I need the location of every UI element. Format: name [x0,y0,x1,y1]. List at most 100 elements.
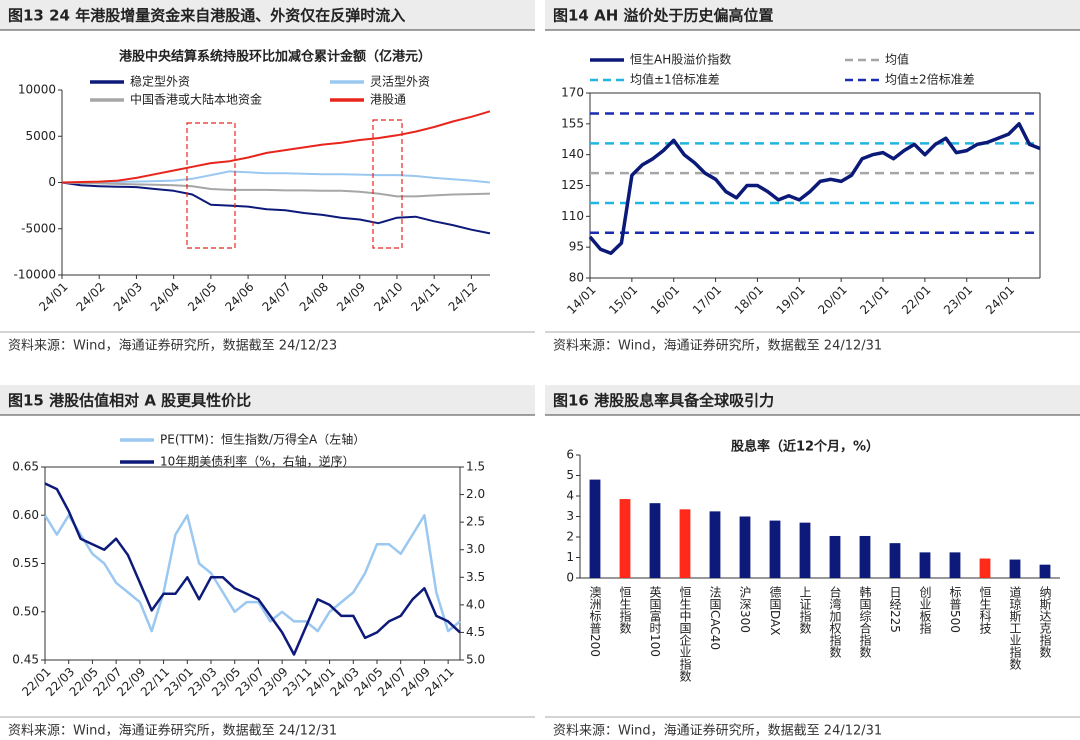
panel: 图13 24 年港股增量资金来自港股通、外资仅在反弹时流入资料来源：Wind，海… [0,0,535,354]
x-tick-label: 17/01 [690,283,724,317]
x-tick-label: 21/01 [857,283,891,317]
legend-label: 灵活型外资 [370,75,430,89]
y2-tick-label: 5.0 [466,653,485,667]
panel-title: 图15 港股估值相对 A 股更具性价比 [8,392,251,410]
series-line [61,181,491,235]
y-tick-label: 3 [566,509,574,523]
x-tick-label: 23/01 [941,283,975,317]
x-tick-label: 24/05 [185,280,219,314]
y-tick-label: 0 [48,175,56,189]
x-tick-label: 16/01 [648,283,682,317]
x-tick-label: 德国DAX [768,585,782,636]
legend-label: 中国香港或大陆本地资金 [130,92,262,107]
y-tick-label: 95 [569,240,584,254]
y-tick-label: 5000 [25,129,56,143]
bar [1039,564,1051,578]
chart-title: 股息率（近12个月，%） [731,439,879,455]
x-tick-label: 澳洲标普200 [588,586,602,657]
x-tick-label: 18/01 [732,283,766,317]
series-line [61,181,491,198]
bar [799,522,811,578]
y-tick-label: 1 [566,550,574,564]
bar [709,511,721,578]
y2-tick-label: 4.0 [466,597,485,611]
x-tick-label: 沪深300 [738,586,752,633]
series-line [44,482,461,656]
x-tick-label: 纳斯达克指数 [1038,586,1052,659]
x-tick-label: 24/03 [111,280,145,314]
x-tick-label: 24/01 [983,283,1017,317]
x-tick-label: 24/08 [297,280,331,314]
bar [919,552,931,578]
x-tick-label: 22/01 [899,283,933,317]
source: 资料来源：Wind，海通证券研究所，数据截至 24/12/23 [8,338,337,354]
highlight-box [186,122,236,249]
y-tick-label: 110 [561,209,584,223]
y-tick-label: 80 [569,271,584,285]
x-tick-label: 台湾加权指数 [828,585,842,659]
bar [829,535,841,578]
x-tick-label: 15/01 [606,283,640,317]
bar [979,558,991,578]
y-tick-label: 5 [566,468,574,482]
x-tick-label: 20/01 [815,283,849,317]
y2-tick-label: 3.5 [466,570,485,584]
y-tick-label: 0.50 [12,604,39,618]
x-tick-label: 24/02 [73,280,107,314]
y-tick-label: 155 [561,116,584,130]
source: 资料来源：Wind，海通证券研究所，数据截至 24/12/31 [553,723,882,739]
x-tick-label: 24/04 [148,280,182,314]
source: 资料来源：Wind，海通证券研究所，数据截至 24/12/31 [553,338,882,354]
chart-title: 港股中央结算系统持股环比加减仓累计金额（亿港元） [119,49,431,65]
y-tick-label: 125 [561,178,584,192]
y-tick-label: 0.45 [12,653,39,667]
series-line [61,110,491,184]
y-tick-label: 170 [561,86,584,100]
bar [589,479,601,578]
x-tick-label: 24/12 [446,280,480,314]
bar [769,520,781,578]
y-tick-label: 6 [566,448,574,462]
legend-label: 10年期美债利率（%，右轴，逆序） [160,454,355,469]
bar [949,552,961,578]
legend-label: 港股通 [370,93,406,107]
legend-label: 稳定型外资 [130,74,190,89]
y-tick-label: -10000 [13,268,56,282]
panel: 图15 港股估值相对 A 股更具性价比资料来源：Wind，海通证券研究所，数据截… [0,385,535,739]
legend-label: PE(TTM)：恒生指数/万得全A（左轴） [160,432,365,447]
legend-label: 均值±1倍标准差 [630,72,720,87]
bar [1009,559,1021,578]
bar [739,516,751,578]
x-tick-label: 恒生科技 [978,586,992,634]
highlight-box [372,119,403,249]
legend-label: 恒生AH股溢价指数 [630,52,731,67]
y2-tick-label: 2.5 [466,515,485,529]
x-tick-label: 19/01 [774,283,808,317]
bar [889,543,901,578]
y-tick-label: 4 [566,489,574,503]
y-tick-label: 0 [566,571,574,585]
y2-tick-label: 1.5 [466,460,485,474]
y-tick-label: 10000 [18,83,56,97]
panel-header-bg [545,0,1080,30]
panel: 图14 AH 溢价处于历史偏高位置资料来源：Wind，海通证券研究所，数据截至 … [545,0,1080,354]
x-tick-label: 24/10 [371,280,405,314]
series-line [588,122,1041,256]
bar [649,503,661,578]
x-tick-label: 24/06 [222,280,256,314]
x-tick-label: 24/09 [334,280,368,314]
x-tick-label: 恒生指数 [618,586,632,635]
x-tick-label: 法国CAC40 [708,586,722,650]
bar [679,509,691,578]
y-tick-label: -5000 [21,221,56,235]
panel-header-bg [545,385,1080,415]
panel-title: 图13 24 年港股增量资金来自港股通、外资仅在反弹时流入 [8,7,405,25]
y-tick-label: 0.65 [12,460,39,474]
panel-title: 图14 AH 溢价处于历史偏高位置 [553,7,773,25]
x-tick-label: 道琼斯工业指数 [1008,586,1022,671]
panel-header-bg [0,0,535,30]
panel-header-bg [0,385,535,415]
source: 资料来源：Wind，海通证券研究所，数据截至 24/12/31 [8,723,337,739]
x-tick-label: 24/11 [408,280,442,314]
